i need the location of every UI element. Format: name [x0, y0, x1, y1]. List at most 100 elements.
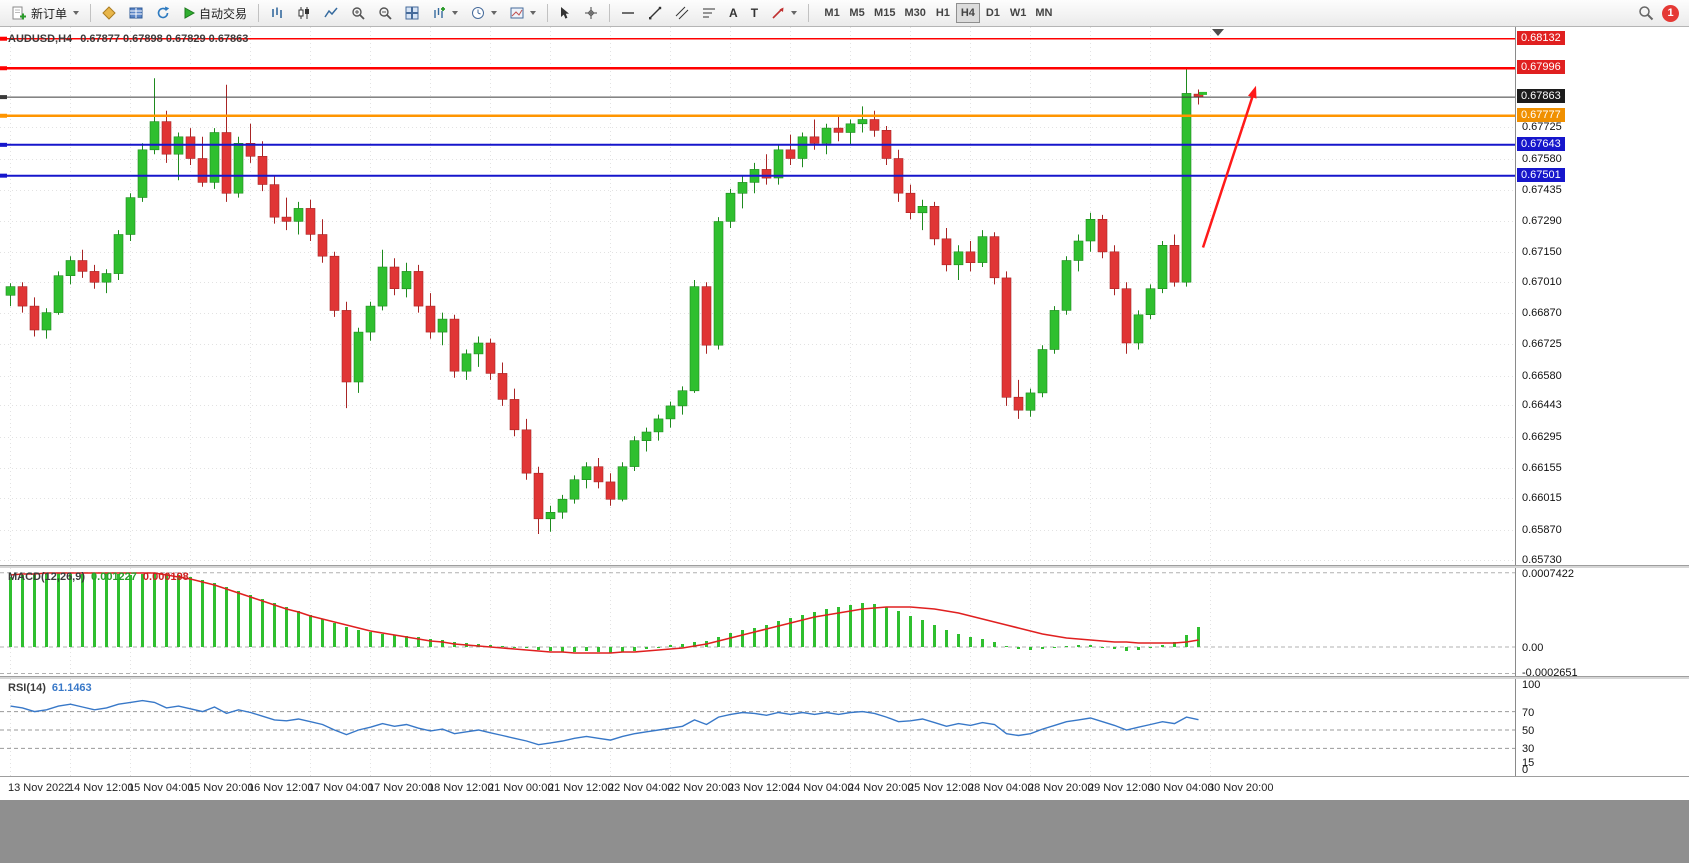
arrow-tool-icon: [771, 6, 785, 20]
price-tick: 0.67435: [1522, 183, 1562, 196]
fibonacci-button[interactable]: [696, 2, 722, 24]
macd-tick: 0.00: [1522, 642, 1544, 654]
timeframe-mn[interactable]: MN: [1031, 3, 1056, 23]
timeframe-d1[interactable]: D1: [981, 3, 1005, 23]
toolbar-separator: [547, 4, 549, 22]
market-watch-icon: [102, 6, 116, 20]
timeframe-toolbar: M1 M5 M15 M30 H1 H4 D1 W1 MN: [820, 3, 1056, 23]
rsi-name: RSI(14): [8, 682, 46, 694]
price-scale[interactable]: 0.67725 0.67580 0.67435 0.67290 0.67150 0.670…: [1515, 27, 1689, 800]
rsi-line: [10, 699, 1199, 746]
timeframe-h1[interactable]: H1: [931, 3, 955, 23]
new-order-button[interactable]: 新订单: [6, 2, 85, 24]
crosshair-button[interactable]: [578, 2, 604, 24]
macd-main-value: 0.001227: [91, 571, 137, 583]
panel-separator[interactable]: [0, 565, 1689, 568]
cursor-button[interactable]: [553, 2, 577, 24]
time-label: 30 Nov 04:00: [1148, 782, 1214, 794]
periods-button[interactable]: [465, 2, 503, 24]
time-label: 28 Nov 20:00: [1028, 782, 1094, 794]
price-tick: 0.67580: [1522, 152, 1562, 165]
candlestick-chart-button[interactable]: [291, 2, 317, 24]
time-label: 15 Nov 04:00: [128, 782, 194, 794]
label-tool-button[interactable]: T: [745, 2, 764, 24]
time-label: 22 Nov 20:00: [668, 782, 734, 794]
new-chart-button[interactable]: [426, 2, 464, 24]
toolbar-separator: [90, 4, 92, 22]
market-watch-button[interactable]: [96, 2, 122, 24]
timeframe-m5[interactable]: M5: [845, 3, 869, 23]
rsi-tick: 0: [1522, 764, 1529, 776]
time-label: 28 Nov 04:00: [968, 782, 1034, 794]
time-label: 15 Nov 20:00: [188, 782, 254, 794]
price-line-left-marker: [0, 66, 7, 71]
rsi-tick: 70: [1522, 706, 1535, 719]
timeframe-m15[interactable]: M15: [870, 3, 899, 23]
toolbar-separator: [609, 4, 611, 22]
rsi-tick: 100: [1522, 679, 1541, 691]
price-tick: 0.66443: [1522, 399, 1562, 412]
trendline-button[interactable]: [642, 2, 668, 24]
main-grid: [0, 27, 1515, 565]
label-icon: T: [750, 6, 759, 20]
rsi-value: 61.1463: [51, 682, 92, 694]
time-axis[interactable]: 13 Nov 2022 14 Nov 12:00 15 Nov 04:00 15 No…: [0, 776, 1689, 800]
refresh-button[interactable]: [150, 2, 176, 24]
time-label: 16 Nov 12:00: [248, 782, 314, 794]
ask-price-marker: [1199, 91, 1207, 95]
rsi-grid: [10, 679, 1211, 776]
price-tick: 0.67725: [1522, 121, 1562, 134]
search-icon[interactable]: [1638, 5, 1654, 21]
line-chart-button[interactable]: [318, 2, 344, 24]
zoom-in-button[interactable]: [345, 2, 371, 24]
chevron-down-icon: [73, 11, 80, 15]
macd-tick: 0.0007422: [1522, 567, 1574, 580]
price-tick: 0.67150: [1522, 245, 1562, 258]
price-line-left-marker: [0, 113, 7, 118]
cursor-icon: [559, 6, 571, 20]
timeframe-m30[interactable]: M30: [900, 3, 929, 23]
autotrading-icon: [183, 7, 196, 19]
chart-shift-marker[interactable]: [1212, 29, 1224, 36]
data-window-button[interactable]: [123, 2, 149, 24]
price-tick: 0.66870: [1522, 306, 1562, 319]
macd-signal-value: 0.000198: [142, 571, 189, 583]
price-badge-0.68132: 0.68132: [1517, 30, 1565, 45]
toolbar: 新订单 自动交易: [0, 0, 1689, 27]
trendline-icon: [648, 6, 662, 20]
zoom-out-button[interactable]: [372, 2, 398, 24]
price-line-left-marker: [0, 173, 7, 178]
price-badge-0.67863: 0.67863: [1517, 89, 1565, 104]
new-chart-icon: [432, 6, 446, 20]
main-chart: [0, 27, 1515, 565]
panel-separator[interactable]: [0, 676, 1689, 679]
price-tick: 0.66155: [1522, 461, 1562, 474]
price-tick: 0.66580: [1522, 369, 1562, 382]
templates-button[interactable]: [504, 2, 542, 24]
chevron-down-icon: [491, 11, 498, 15]
timeframe-h4[interactable]: H4: [955, 3, 980, 23]
timeframe-m1[interactable]: M1: [820, 3, 844, 23]
time-label: 17 Nov 04:00: [308, 782, 374, 794]
zoom-in-icon: [351, 6, 365, 20]
notification-badge[interactable]: 1: [1662, 4, 1679, 22]
channel-button[interactable]: [669, 2, 695, 24]
timeframe-w1[interactable]: W1: [1006, 3, 1031, 23]
time-label: 18 Nov 12:00: [428, 782, 494, 794]
price-tick: 0.67010: [1522, 276, 1562, 289]
bar-chart-button[interactable]: [264, 2, 290, 24]
tile-windows-button[interactable]: [399, 2, 425, 24]
time-label: 21 Nov 00:00: [488, 782, 554, 794]
autotrading-button[interactable]: 自动交易: [177, 2, 253, 24]
horizontal-line-button[interactable]: [615, 2, 641, 24]
macd-panel: [0, 568, 1515, 676]
time-label: 17 Nov 20:00: [368, 782, 434, 794]
price-line-left-marker: [0, 95, 7, 100]
text-tool-button[interactable]: A: [723, 2, 744, 24]
toolbar-right-group: 1: [1638, 4, 1683, 22]
window-bottom-area: [0, 800, 1689, 863]
time-label: 14 Nov 12:00: [68, 782, 134, 794]
arrow-tool-button[interactable]: [765, 2, 803, 24]
trend-arrow-annotation[interactable]: [1201, 85, 1257, 248]
toolbar-separator: [808, 4, 810, 22]
